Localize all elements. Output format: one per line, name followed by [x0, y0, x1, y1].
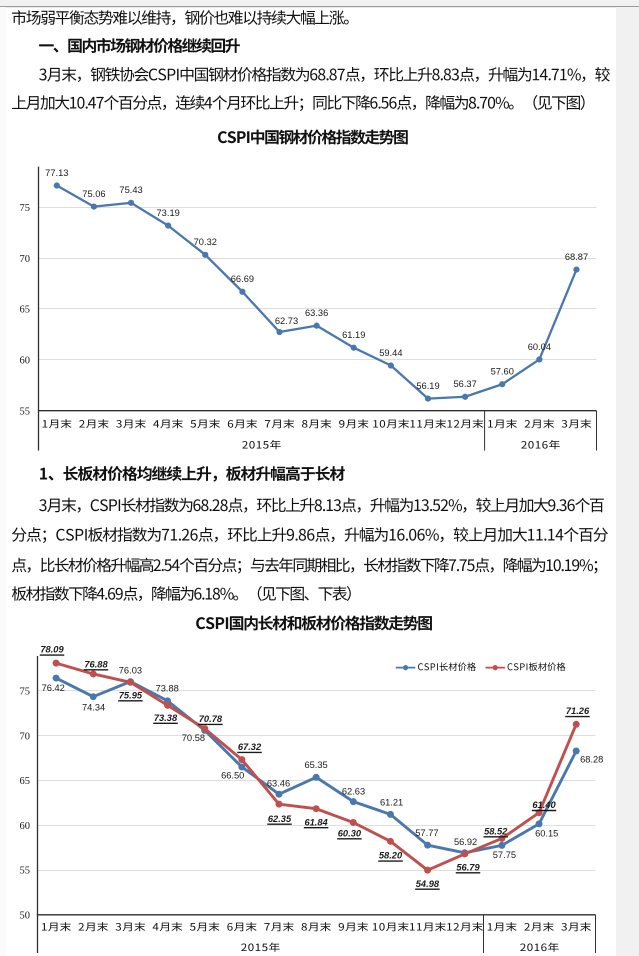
svg-text:73.38: 73.38 — [154, 713, 178, 723]
svg-text:56.37: 56.37 — [453, 379, 476, 389]
svg-text:70: 70 — [20, 731, 31, 742]
svg-text:61.84: 61.84 — [304, 817, 328, 827]
svg-text:58.20: 58.20 — [379, 851, 403, 861]
svg-text:58.52: 58.52 — [484, 826, 508, 836]
svg-text:75.95: 75.95 — [119, 690, 143, 700]
svg-text:60.04: 60.04 — [528, 342, 551, 352]
svg-text:76.88: 76.88 — [84, 659, 108, 669]
svg-text:63.46: 63.46 — [267, 778, 290, 788]
svg-text:71.26: 71.26 — [566, 706, 590, 716]
svg-text:55: 55 — [20, 406, 31, 417]
svg-text:65.35: 65.35 — [304, 760, 327, 770]
svg-text:76.03: 76.03 — [119, 665, 142, 675]
svg-text:70.32: 70.32 — [194, 237, 217, 247]
svg-text:75.43: 75.43 — [119, 185, 142, 195]
svg-text:61.40: 61.40 — [532, 800, 556, 810]
svg-text:57.77: 57.77 — [415, 828, 438, 838]
svg-text:56.79: 56.79 — [456, 862, 480, 872]
svg-text:76.42: 76.42 — [42, 683, 65, 693]
svg-text:59.44: 59.44 — [379, 348, 402, 358]
svg-text:57.60: 57.60 — [491, 367, 514, 377]
svg-text:60: 60 — [20, 356, 31, 367]
svg-text:73.19: 73.19 — [157, 208, 180, 218]
svg-text:61.21: 61.21 — [380, 798, 403, 808]
svg-text:55: 55 — [20, 866, 31, 877]
svg-text:60: 60 — [20, 821, 31, 832]
svg-text:75.06: 75.06 — [82, 189, 105, 199]
svg-text:68.87: 68.87 — [565, 252, 588, 262]
svg-text:63.36: 63.36 — [305, 308, 328, 318]
svg-text:61.19: 61.19 — [342, 330, 365, 340]
svg-text:70.58: 70.58 — [182, 733, 205, 743]
svg-text:62.63: 62.63 — [342, 786, 365, 796]
svg-text:62.35: 62.35 — [268, 814, 292, 824]
svg-text:62.73: 62.73 — [275, 316, 298, 326]
svg-text:65: 65 — [20, 776, 31, 787]
svg-text:78.09: 78.09 — [40, 645, 64, 655]
svg-text:74.34: 74.34 — [82, 703, 105, 713]
svg-text:57.75: 57.75 — [493, 850, 516, 860]
svg-text:73.88: 73.88 — [156, 684, 179, 694]
svg-text:75: 75 — [20, 687, 31, 698]
svg-text:60.15: 60.15 — [535, 829, 558, 839]
svg-text:56.19: 56.19 — [416, 381, 439, 391]
svg-text:77.13: 77.13 — [45, 168, 68, 178]
svg-text:60.30: 60.30 — [338, 828, 362, 838]
svg-text:56.92: 56.92 — [454, 837, 477, 847]
svg-text:50: 50 — [20, 911, 31, 922]
svg-text:66.69: 66.69 — [231, 274, 254, 284]
svg-text:70.78: 70.78 — [199, 714, 223, 724]
svg-text:67.32: 67.32 — [238, 742, 262, 752]
svg-text:66.50: 66.50 — [221, 770, 244, 780]
svg-text:68.28: 68.28 — [580, 755, 603, 765]
svg-text:54.98: 54.98 — [416, 879, 440, 889]
svg-text:70: 70 — [20, 254, 31, 265]
svg-text:65: 65 — [20, 305, 31, 316]
svg-text:75: 75 — [20, 203, 31, 214]
